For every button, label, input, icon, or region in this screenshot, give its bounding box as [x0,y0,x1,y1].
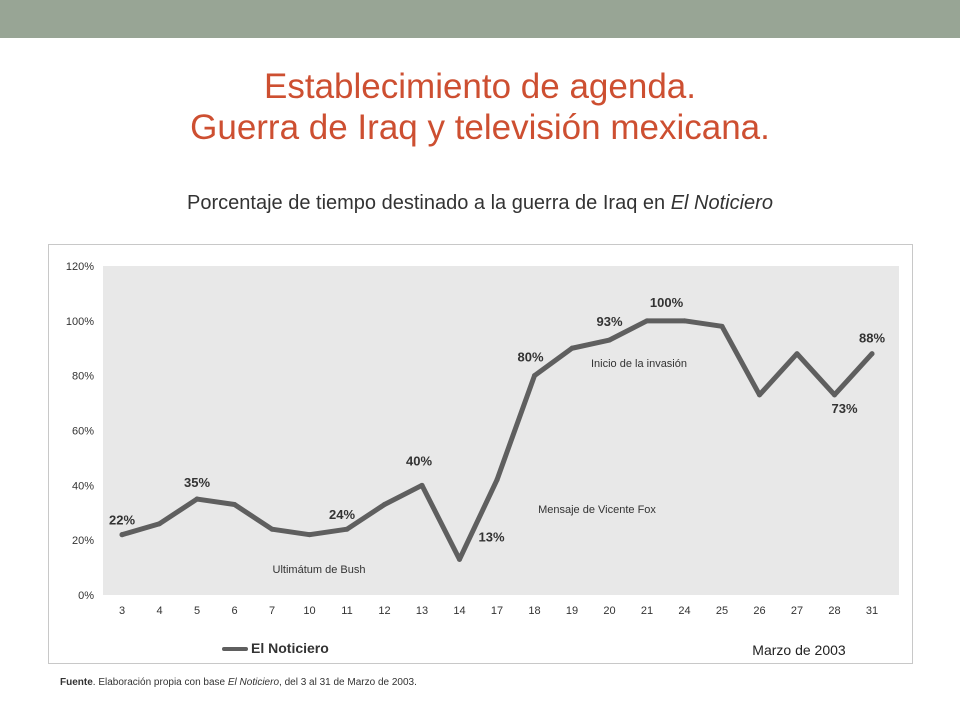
data-point [532,373,537,379]
data-point [269,526,275,532]
x-tick-label: 18 [528,605,540,617]
source-note: Fuente. Elaboración propia con base El N… [60,677,417,688]
chart-frame: 0% 20% 40% 60% 80% 100% 120% 3 4 5 6 7 10 11 12 13 14 17 1… [48,244,913,664]
data-point [307,532,312,538]
data-point [457,556,462,562]
subtitle-text: Porcentaje de tiempo destinado a la guer… [187,192,671,214]
x-tick-label: 19 [566,605,578,617]
data-label: 13% [478,529,504,544]
x-tick-label: 10 [303,605,315,617]
data-label: 93% [596,314,622,329]
data-point [194,496,200,502]
title-line-1: Establecimiento de agenda. [264,67,696,106]
x-tick-label: 5 [194,605,200,617]
x-tick-label: 6 [231,605,237,617]
chart-subtitle: Porcentaje de tiempo destinado a la guer… [0,192,960,215]
x-tick-label: 26 [753,605,765,617]
x-tick-label: 4 [156,605,162,617]
data-label: 22% [109,513,135,528]
data-label: 80% [517,350,543,365]
data-point [719,323,725,329]
top-bar [0,0,960,38]
data-label: 24% [329,507,355,522]
x-tick-label: 13 [416,605,428,617]
annotation-label: Ultimátum de Bush [273,564,366,576]
x-tick-label: 25 [716,605,728,617]
data-label: 40% [406,453,432,468]
data-label: 73% [831,401,857,416]
x-tick-label: 3 [119,605,125,617]
title-line-2: Guerra de Iraq y televisión mexicana. [190,108,770,147]
x-tick-label: 11 [341,605,352,617]
data-point [794,351,800,357]
x-tick-label: 28 [828,605,840,617]
data-point [682,318,687,324]
x-tick-label: 7 [269,605,275,617]
x-tick-label: 12 [378,605,390,617]
data-label: 100% [650,295,684,310]
annotation-label: Mensaje de Vicente Fox [538,504,656,516]
data-point [832,392,837,398]
source-text-after: , del 3 al 31 de Marzo de 2003. [279,677,417,688]
data-point [119,532,125,538]
x-axis-label: Marzo de 2003 [752,642,846,658]
y-tick-label: 100% [66,316,94,328]
x-tick-label: 24 [678,605,690,617]
x-tick-label: 20 [603,605,615,617]
y-tick-label: 20% [72,535,94,547]
source-text-before: . Elaboración propia con base [92,677,228,688]
slide-title: Establecimiento de agenda. Guerra de Ira… [0,66,960,148]
data-point [869,351,875,357]
data-point [419,482,425,488]
data-point [344,526,350,532]
data-point [757,392,762,398]
x-tick-label: 21 [641,605,653,617]
source-label: Fuente [60,677,93,688]
data-point [607,337,612,343]
data-point [232,502,237,508]
y-tick-label: 0% [78,590,94,602]
y-tick-label: 120% [66,261,94,273]
x-tick-label: 31 [866,605,878,617]
data-point [157,521,162,527]
data-label: 88% [859,331,885,346]
x-tick-label: 14 [453,605,465,617]
x-tick-label: 17 [491,605,503,617]
subtitle-emphasis: El Noticiero [670,192,773,214]
legend-label: El Noticiero [251,640,329,656]
line-chart: 0% 20% 40% 60% 80% 100% 120% 3 4 5 6 7 10 11 12 13 14 17 1… [66,261,899,658]
source-emphasis: El Noticiero [227,677,280,688]
annotation-label: Inicio de la invasión [591,358,687,370]
plot-area [103,266,899,595]
data-point [382,502,387,508]
data-point [569,345,575,351]
x-tick-label: 27 [791,605,803,617]
data-point [494,477,500,483]
data-label: 35% [184,475,210,490]
data-point [644,318,650,324]
y-tick-label: 40% [72,480,94,492]
y-tick-label: 60% [72,426,94,438]
y-tick-label: 80% [72,371,94,383]
